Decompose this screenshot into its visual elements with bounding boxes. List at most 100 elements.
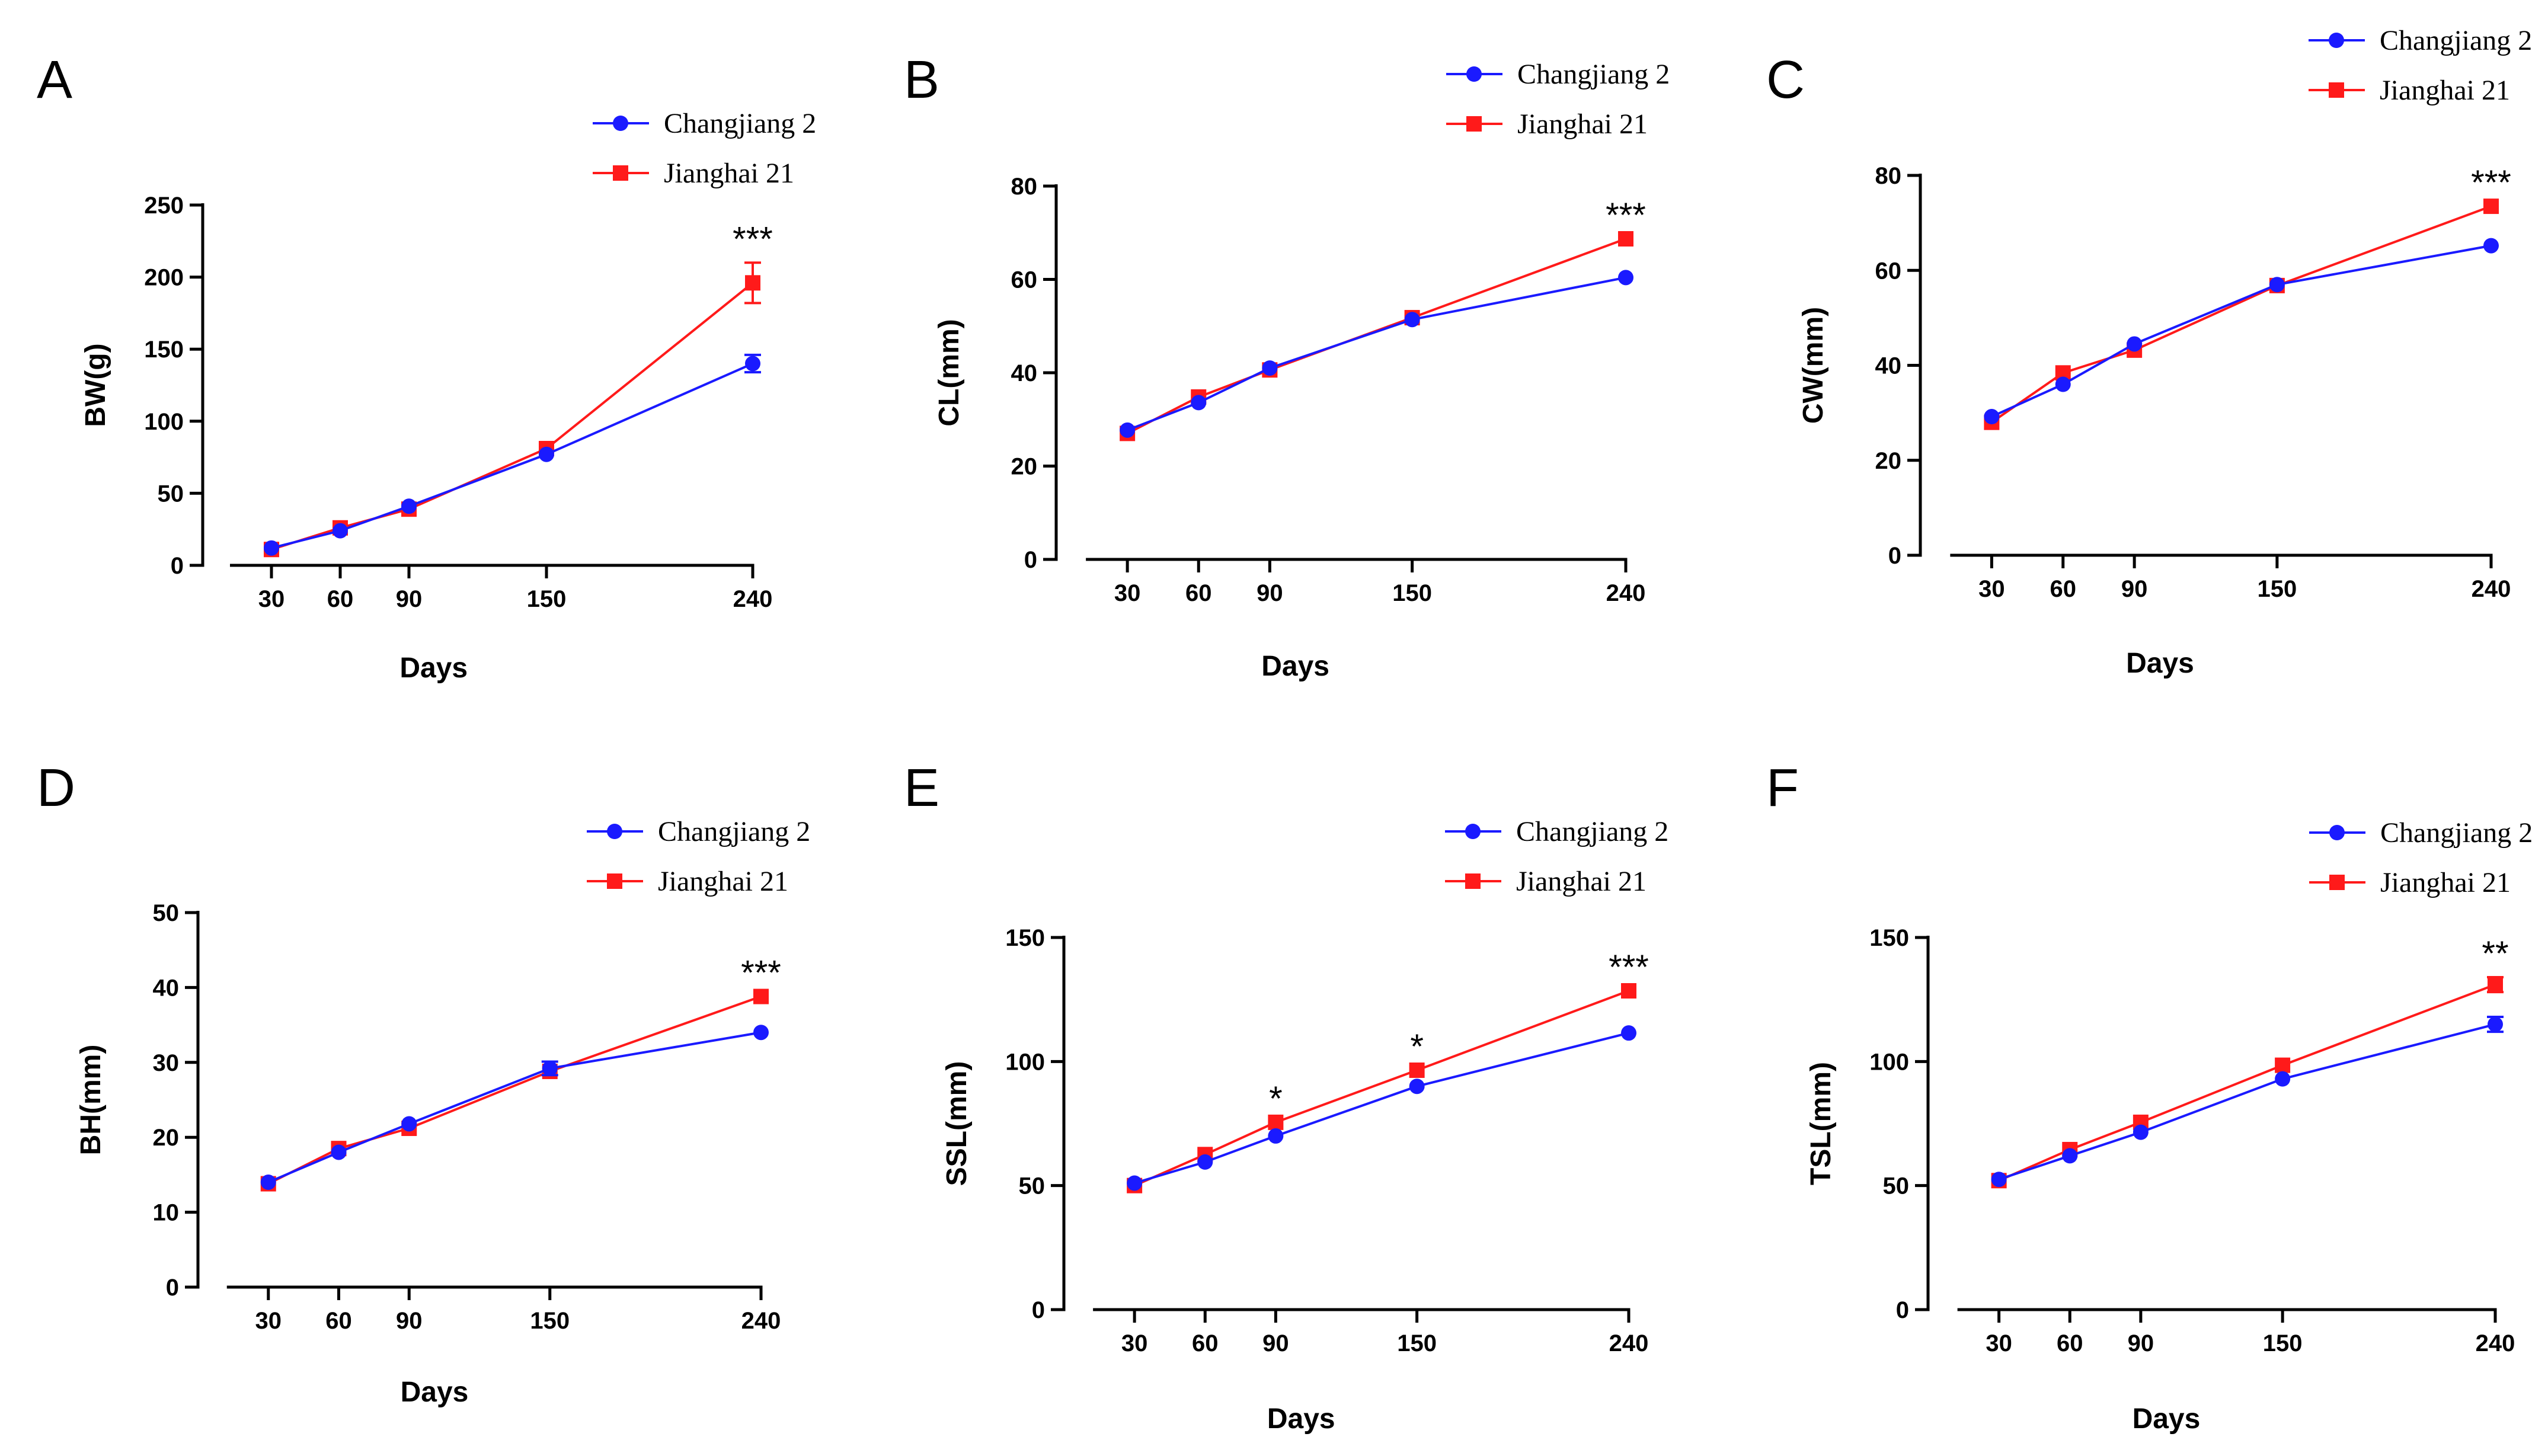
x-tick-label: 240 bbox=[1606, 580, 1646, 606]
y-axis-title: TSL(mm) bbox=[1805, 1062, 1837, 1185]
x-tick-label: 240 bbox=[733, 586, 773, 612]
legend-item-jianghai-21: Jianghai 21 bbox=[2309, 867, 2511, 898]
y-tick-label: 0 bbox=[1888, 543, 1901, 569]
data-point-changjiang-2 bbox=[2127, 336, 2143, 352]
legend-marker bbox=[613, 165, 628, 181]
legend-label: Changjiang 2 bbox=[2380, 25, 2532, 56]
x-axis-title: Days bbox=[2133, 1403, 2201, 1435]
y-tick-label: 10 bbox=[153, 1200, 180, 1226]
x-tick-label: 30 bbox=[1986, 1330, 2012, 1356]
y-tick-label: 80 bbox=[1875, 163, 1902, 189]
data-point-changjiang-2 bbox=[2269, 277, 2285, 293]
legend-label: Changjiang 2 bbox=[658, 816, 810, 847]
y-tick-label: 40 bbox=[1011, 360, 1038, 386]
x-tick-label: 60 bbox=[327, 586, 354, 612]
legend-item-changjiang-2: Changjiang 2 bbox=[1446, 59, 1670, 90]
significance-marker: *** bbox=[733, 220, 773, 258]
x-tick-label: 150 bbox=[2258, 576, 2297, 602]
y-tick-label: 100 bbox=[1005, 1049, 1045, 1075]
x-tick-label: 150 bbox=[530, 1308, 570, 1334]
data-point-changjiang-2 bbox=[1991, 1172, 2007, 1188]
y-tick-label: 20 bbox=[1875, 448, 1902, 474]
panel-letter: D bbox=[37, 759, 75, 818]
data-point-changjiang-2 bbox=[1120, 422, 1136, 438]
legend-item-jianghai-21: Jianghai 21 bbox=[593, 158, 794, 189]
y-tick-label: 100 bbox=[144, 409, 184, 435]
chart-panel-a: A 0 50 100 150 200 250 30 60 90 150 240 Days BW(g) ***… bbox=[37, 50, 816, 684]
x-axis-title: Days bbox=[399, 652, 468, 684]
significance-marker: *** bbox=[1606, 196, 1646, 235]
y-axis-title: BH(mm) bbox=[75, 1045, 107, 1156]
y-tick-label: 250 bbox=[144, 193, 184, 219]
y-tick-label: 50 bbox=[1019, 1173, 1046, 1199]
chart-panel-b: B 0 20 40 60 80 30 60 90 150 240 Days CL(mm) *** Chang… bbox=[904, 50, 1670, 682]
data-point-changjiang-2 bbox=[2133, 1124, 2149, 1140]
data-point-changjiang-2 bbox=[2275, 1071, 2291, 1087]
x-tick-label: 240 bbox=[2472, 576, 2511, 602]
y-tick-label: 20 bbox=[1011, 454, 1038, 480]
y-tick-label: 0 bbox=[1896, 1297, 1909, 1323]
legend-marker bbox=[1466, 116, 1482, 132]
legend-marker bbox=[2329, 825, 2345, 840]
legend-label: Changjiang 2 bbox=[664, 108, 816, 139]
legend-marker bbox=[2329, 875, 2345, 890]
data-point-changjiang-2 bbox=[1197, 1154, 1213, 1170]
legend-label: Jianghai 21 bbox=[2380, 867, 2511, 898]
legend: Changjiang 2 Jianghai 21 bbox=[593, 108, 816, 189]
y-tick-label: 40 bbox=[1875, 353, 1902, 379]
x-tick-label: 30 bbox=[258, 586, 285, 612]
x-tick-label: 60 bbox=[325, 1308, 352, 1334]
data-point-jianghai-21 bbox=[1618, 231, 1633, 247]
chart-panel-c: C 0 20 40 60 80 30 60 90 150 240 Days CW(mm) *** Chang… bbox=[1766, 25, 2532, 679]
significance-marker: ** bbox=[2482, 935, 2508, 973]
y-tick-label: 200 bbox=[144, 265, 184, 291]
y-tick-label: 0 bbox=[1024, 547, 1037, 573]
data-point-jianghai-21 bbox=[745, 275, 760, 291]
data-point-changjiang-2 bbox=[1409, 1079, 1425, 1095]
data-point-jianghai-21 bbox=[1409, 1062, 1425, 1078]
chart-panel-d: D 0 10 20 30 40 50 30 60 90 150 240 Days BH(mm) *** Cha… bbox=[37, 759, 810, 1408]
data-point-jianghai-21 bbox=[2483, 199, 2499, 215]
panel-letter: E bbox=[904, 759, 939, 818]
y-tick-label: 30 bbox=[153, 1050, 180, 1076]
data-point-changjiang-2 bbox=[401, 1116, 417, 1132]
x-tick-label: 150 bbox=[527, 586, 567, 612]
data-point-changjiang-2 bbox=[542, 1060, 558, 1076]
data-point-jianghai-21 bbox=[2275, 1057, 2291, 1073]
x-tick-label: 150 bbox=[1397, 1330, 1437, 1356]
legend-marker bbox=[2329, 33, 2344, 48]
data-point-changjiang-2 bbox=[2055, 376, 2071, 392]
y-axis-title: CL(mm) bbox=[933, 319, 965, 426]
x-tick-label: 150 bbox=[2263, 1330, 2303, 1356]
x-tick-label: 60 bbox=[1192, 1330, 1219, 1356]
panel-letter: B bbox=[904, 50, 939, 110]
x-tick-label: 60 bbox=[2057, 1330, 2083, 1356]
x-tick-label: 150 bbox=[1392, 580, 1432, 606]
legend-label: Changjiang 2 bbox=[2380, 817, 2533, 849]
significance-marker: *** bbox=[741, 954, 781, 993]
data-point-changjiang-2 bbox=[2483, 238, 2499, 254]
legend-marker bbox=[607, 873, 622, 889]
series-line-changjiang-2 bbox=[267, 1031, 762, 1183]
y-tick-label: 50 bbox=[158, 481, 184, 507]
y-axis-title: CW(mm) bbox=[1798, 307, 1829, 424]
y-tick-label: 100 bbox=[1869, 1049, 1909, 1075]
data-point-changjiang-2 bbox=[1621, 1025, 1636, 1041]
x-tick-label: 240 bbox=[2476, 1330, 2515, 1356]
legend-item-jianghai-21: Jianghai 21 bbox=[1445, 866, 1647, 897]
legend: Changjiang 2 Jianghai 21 bbox=[2309, 25, 2532, 106]
y-tick-label: 0 bbox=[171, 553, 184, 579]
y-tick-label: 20 bbox=[153, 1125, 180, 1151]
significance-marker: *** bbox=[2471, 164, 2511, 202]
x-tick-label: 90 bbox=[396, 586, 423, 612]
data-point-jianghai-21 bbox=[2488, 977, 2503, 993]
y-tick-label: 80 bbox=[1011, 174, 1038, 200]
legend-item-changjiang-2: Changjiang 2 bbox=[1445, 816, 1668, 847]
y-tick-label: 150 bbox=[144, 337, 184, 363]
legend-marker bbox=[607, 824, 622, 839]
legend-marker bbox=[1465, 824, 1481, 839]
legend-item-changjiang-2: Changjiang 2 bbox=[587, 816, 810, 847]
data-point-changjiang-2 bbox=[1268, 1128, 1284, 1144]
